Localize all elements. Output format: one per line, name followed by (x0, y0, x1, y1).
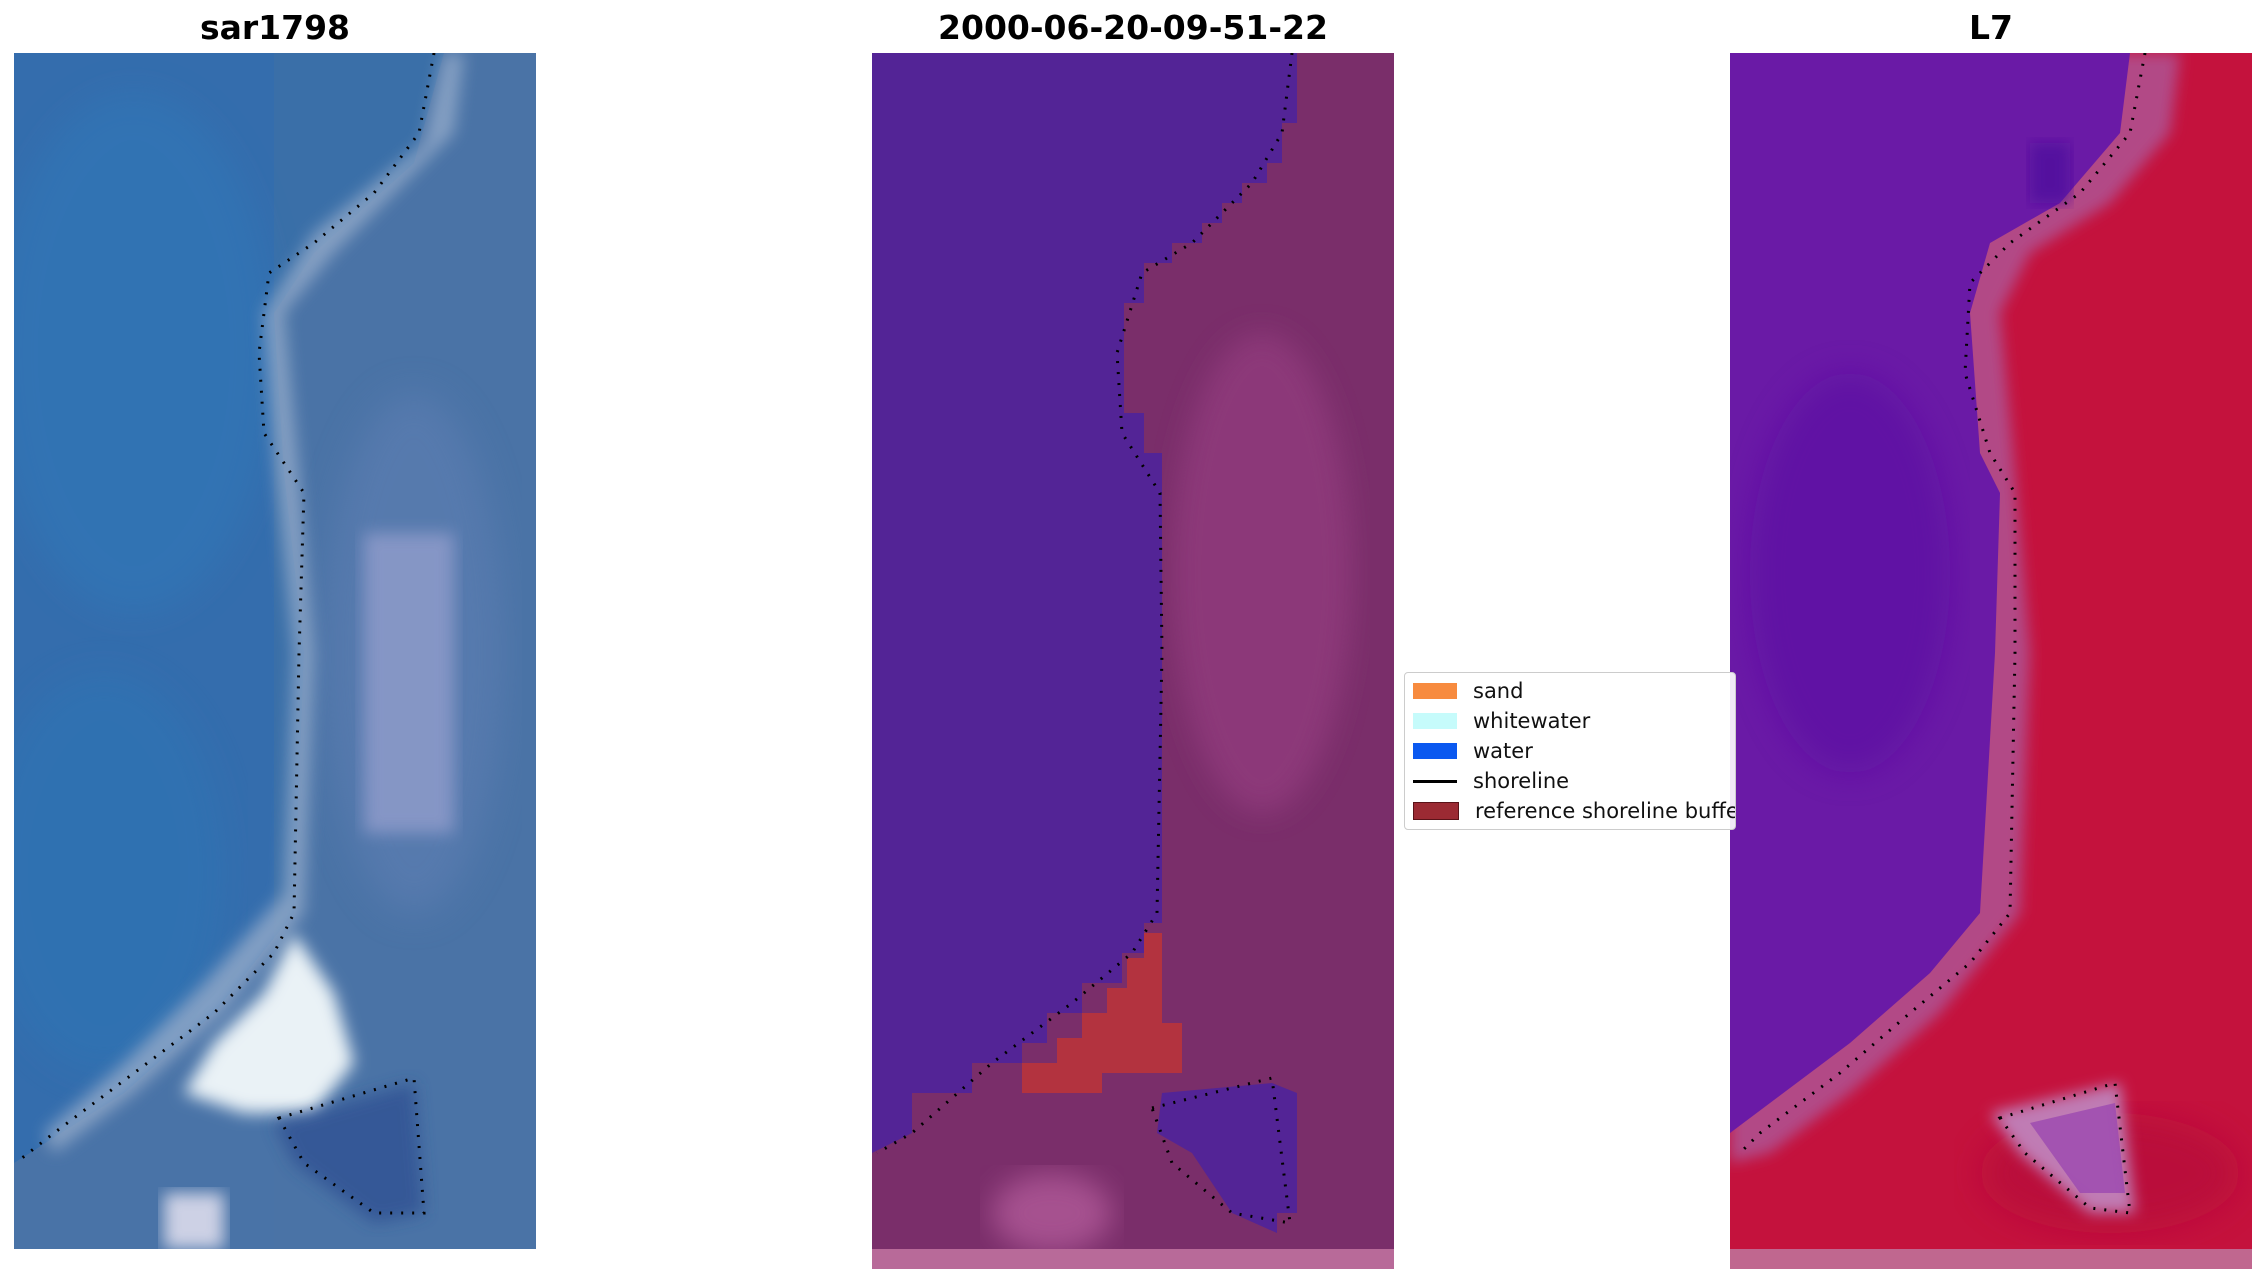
legend-swatch-whitewater (1413, 713, 1457, 729)
legend-swatch-water (1413, 743, 1457, 759)
legend-item-sand: sand (1413, 676, 1523, 706)
legend: sand whitewater water shoreline referenc… (1404, 672, 1736, 830)
legend-label-whitewater: whitewater (1473, 709, 1591, 733)
classified-image-panel (872, 53, 1394, 1269)
panel-title-rgb: sar1798 (199, 8, 351, 47)
legend-swatch-sand (1413, 683, 1457, 699)
legend-label-reference-buffer: reference shoreline buffer (1475, 799, 1736, 823)
panel-title-index: L7 (1969, 8, 2013, 47)
legend-label-sand: sand (1473, 679, 1524, 703)
legend-item-reference-buffer: reference shoreline buffer (1413, 796, 1736, 826)
legend-item-water: water (1413, 736, 1533, 766)
legend-line-shoreline (1413, 779, 1457, 783)
rgb-image (14, 53, 536, 1249)
index-image (1730, 53, 2252, 1269)
panel-title-classified: 2000-06-20-09-51-22 (938, 8, 1328, 47)
index-image-panel (1730, 53, 2252, 1269)
legend-item-whitewater: whitewater (1413, 706, 1590, 736)
classified-image (872, 53, 1394, 1269)
legend-swatch-reference-buffer (1413, 802, 1459, 820)
legend-item-shoreline: shoreline (1413, 766, 1569, 796)
legend-label-shoreline: shoreline (1473, 769, 1570, 793)
rgb-image-panel (14, 53, 536, 1249)
legend-label-water: water (1473, 739, 1533, 763)
